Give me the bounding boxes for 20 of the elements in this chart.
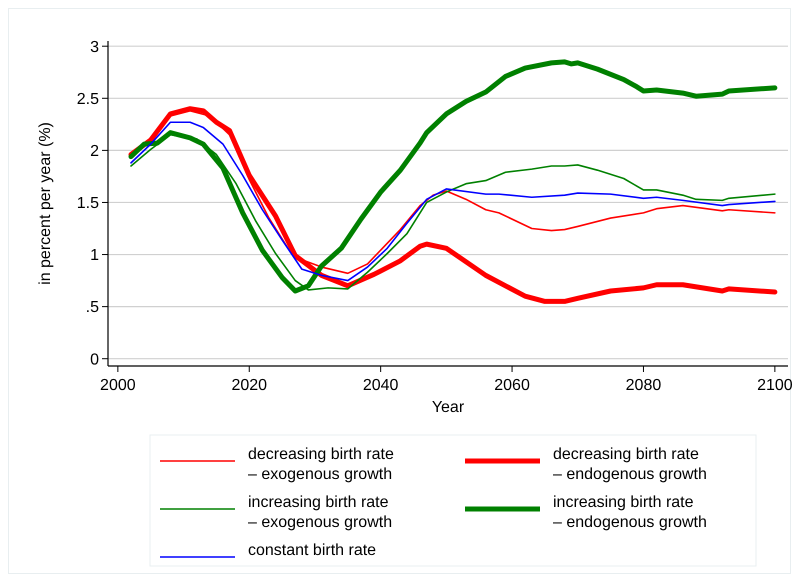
legend-label: decreasing birth rate – exogenous growth: [248, 446, 394, 483]
x-tick-label: 2000: [100, 377, 136, 394]
y-tick-label: 1.5: [76, 195, 100, 212]
y-axis-title: in percent per year (%): [37, 122, 54, 285]
x-tick-label: 2060: [494, 377, 530, 394]
y-tick-label: 2.5: [76, 90, 100, 108]
y-tick-label: 0: [90, 351, 100, 368]
y-tick-label: 3: [90, 38, 100, 56]
y-tick-label: 2: [90, 142, 100, 160]
x-tick-label: 2020: [231, 377, 268, 394]
x-axis-title: Year: [432, 399, 465, 416]
legend-label: constant birth rate: [248, 542, 376, 559]
y-tick-label: 1: [90, 247, 100, 264]
x-tick-label: 2040: [362, 377, 399, 394]
x-tick-label: 2100: [757, 377, 793, 394]
legend-label: increasing birth rate – endogenous growth: [553, 494, 707, 531]
legend-label: increasing birth rate – exogenous growth: [248, 494, 392, 531]
legend-label: decreasing birth rate – endogenous growth: [553, 446, 707, 483]
y-tick-label: .5: [86, 299, 100, 316]
x-tick-label: 2080: [626, 377, 662, 394]
